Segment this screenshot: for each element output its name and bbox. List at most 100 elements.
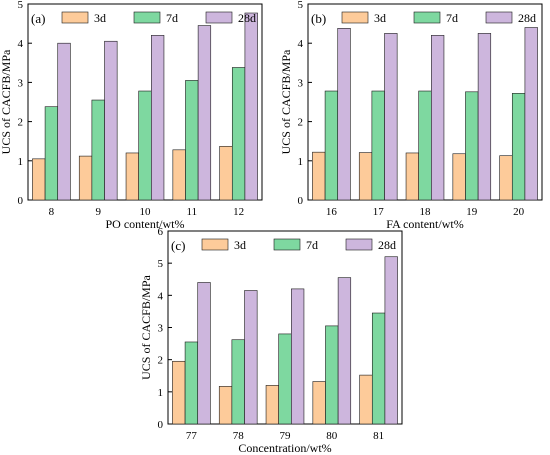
bar-28d: [291, 288, 305, 425]
bar-3d: [265, 385, 279, 425]
bar-7d: [91, 99, 105, 201]
y-tick-label: 0: [298, 195, 304, 207]
bar-28d: [57, 42, 71, 201]
y-tick-label: 3: [298, 77, 304, 89]
legend-label-7d: 7d: [446, 11, 458, 25]
legend-swatch-3d: [341, 11, 369, 24]
legend-swatch-3d: [201, 238, 229, 251]
x-tick-label: 8: [49, 206, 55, 218]
y-axis-label: UCS of CACFB/MPa: [0, 49, 13, 154]
legend-swatch-3d: [61, 11, 89, 24]
legend: 3d 7d 28d: [341, 11, 536, 25]
y-axis-label: UCS of CACFB/MPa: [139, 274, 153, 379]
bar-28d: [104, 40, 118, 201]
legend: 3d 7d 28d: [61, 11, 256, 25]
y-tick-label: 3: [18, 77, 24, 89]
bar-3d: [359, 374, 373, 425]
bar-3d: [172, 149, 186, 201]
bar-7d: [184, 341, 199, 425]
x-tick-label: 9: [95, 206, 101, 218]
legend: 3d 7d 28d: [201, 238, 396, 252]
x-tick-label: 11: [187, 206, 198, 218]
bar-7d: [325, 325, 339, 425]
y-tick-label: 2: [158, 355, 164, 367]
panel-c-chart: 0 1 2 3 4 5 6 77 78 79 80 81 3d 7d 28d (c) UCS of CA…: [139, 226, 403, 455]
x-axis-label: FA content/wt%: [386, 217, 463, 231]
bar-28d: [197, 25, 212, 201]
y-axis-ticks: 0 1 2 3 4 5 6: [158, 226, 172, 431]
x-tick-label: 16: [326, 206, 338, 218]
legend-label-7d: 7d: [166, 11, 178, 25]
bar-7d: [511, 93, 526, 201]
bar-3d: [218, 386, 233, 425]
panel-label: (c): [171, 238, 185, 253]
y-axis-ticks: 0 1 2 3 4 5: [298, 0, 312, 207]
panel-label: (b): [311, 11, 326, 26]
y-axis-label: UCS of CACFB/MPa: [279, 49, 293, 154]
x-tick-label: 80: [326, 430, 338, 442]
x-axis-label: PO content/wt%: [106, 217, 185, 231]
bar-3d: [125, 152, 139, 201]
bar-7d: [278, 333, 292, 425]
bar-7d: [371, 90, 385, 201]
x-tick-label: 12: [233, 206, 244, 218]
bar-7d: [44, 106, 59, 201]
bar-3d: [32, 158, 46, 201]
bar-28d: [384, 33, 398, 201]
y-tick-label: 4: [158, 290, 164, 302]
legend-label-7d: 7d: [306, 238, 318, 252]
bar-28d: [151, 35, 165, 201]
bar-28d: [244, 290, 258, 425]
bar-3d: [172, 360, 186, 425]
y-tick-label: 5: [158, 258, 164, 270]
bar-3d: [499, 155, 513, 201]
legend-label-28d: 28d: [238, 11, 256, 25]
bar-28d: [337, 28, 351, 201]
x-tick-label: 20: [513, 206, 525, 218]
y-tick-label: 3: [158, 323, 164, 335]
y-tick-label: 0: [18, 195, 24, 207]
bar-7d: [231, 339, 245, 425]
x-tick-label: 17: [373, 206, 385, 218]
bar-28d: [384, 256, 398, 425]
bar-7d: [418, 90, 432, 201]
bar-group: [312, 27, 538, 201]
y-tick-label: 5: [18, 0, 24, 11]
bar-7d: [324, 90, 339, 201]
legend-label-28d: 28d: [378, 238, 396, 252]
legend-swatch-28d: [345, 238, 373, 251]
bar-3d: [358, 152, 373, 201]
bar-group: [32, 12, 258, 201]
bar-group: [172, 256, 398, 425]
bar-28d: [431, 35, 445, 201]
legend-label-28d: 28d: [518, 11, 536, 25]
x-tick-label: 10: [140, 206, 152, 218]
bar-3d: [312, 381, 326, 425]
bar-28d: [524, 27, 538, 201]
legend-label-3d: 3d: [374, 11, 386, 25]
x-tick-label: 78: [233, 430, 245, 442]
y-tick-label: 1: [298, 156, 304, 168]
x-tick-label: 77: [186, 430, 198, 442]
y-tick-label: 4: [18, 38, 24, 50]
legend-label-3d: 3d: [234, 238, 246, 252]
bar-3d: [405, 152, 419, 201]
legend-swatch-7d: [133, 11, 161, 24]
bar-3d: [452, 153, 466, 201]
x-tick-label: 79: [280, 430, 292, 442]
x-axis-label: Concentration/wt%: [238, 441, 331, 455]
legend-swatch-28d: [205, 11, 233, 24]
y-tick-label: 5: [298, 0, 304, 11]
y-tick-label: 1: [158, 387, 164, 399]
bar-7d: [138, 90, 152, 201]
x-tick-label: 81: [373, 430, 384, 442]
y-axis-ticks: 0 1 2 3 4 5: [18, 0, 32, 207]
y-tick-label: 0: [158, 419, 164, 431]
panel-label: (a): [31, 11, 45, 26]
bar-3d: [312, 151, 326, 201]
bar-28d: [337, 277, 352, 425]
bar-28d: [244, 12, 258, 201]
bar-7d: [231, 67, 246, 201]
bar-28d: [477, 33, 492, 201]
